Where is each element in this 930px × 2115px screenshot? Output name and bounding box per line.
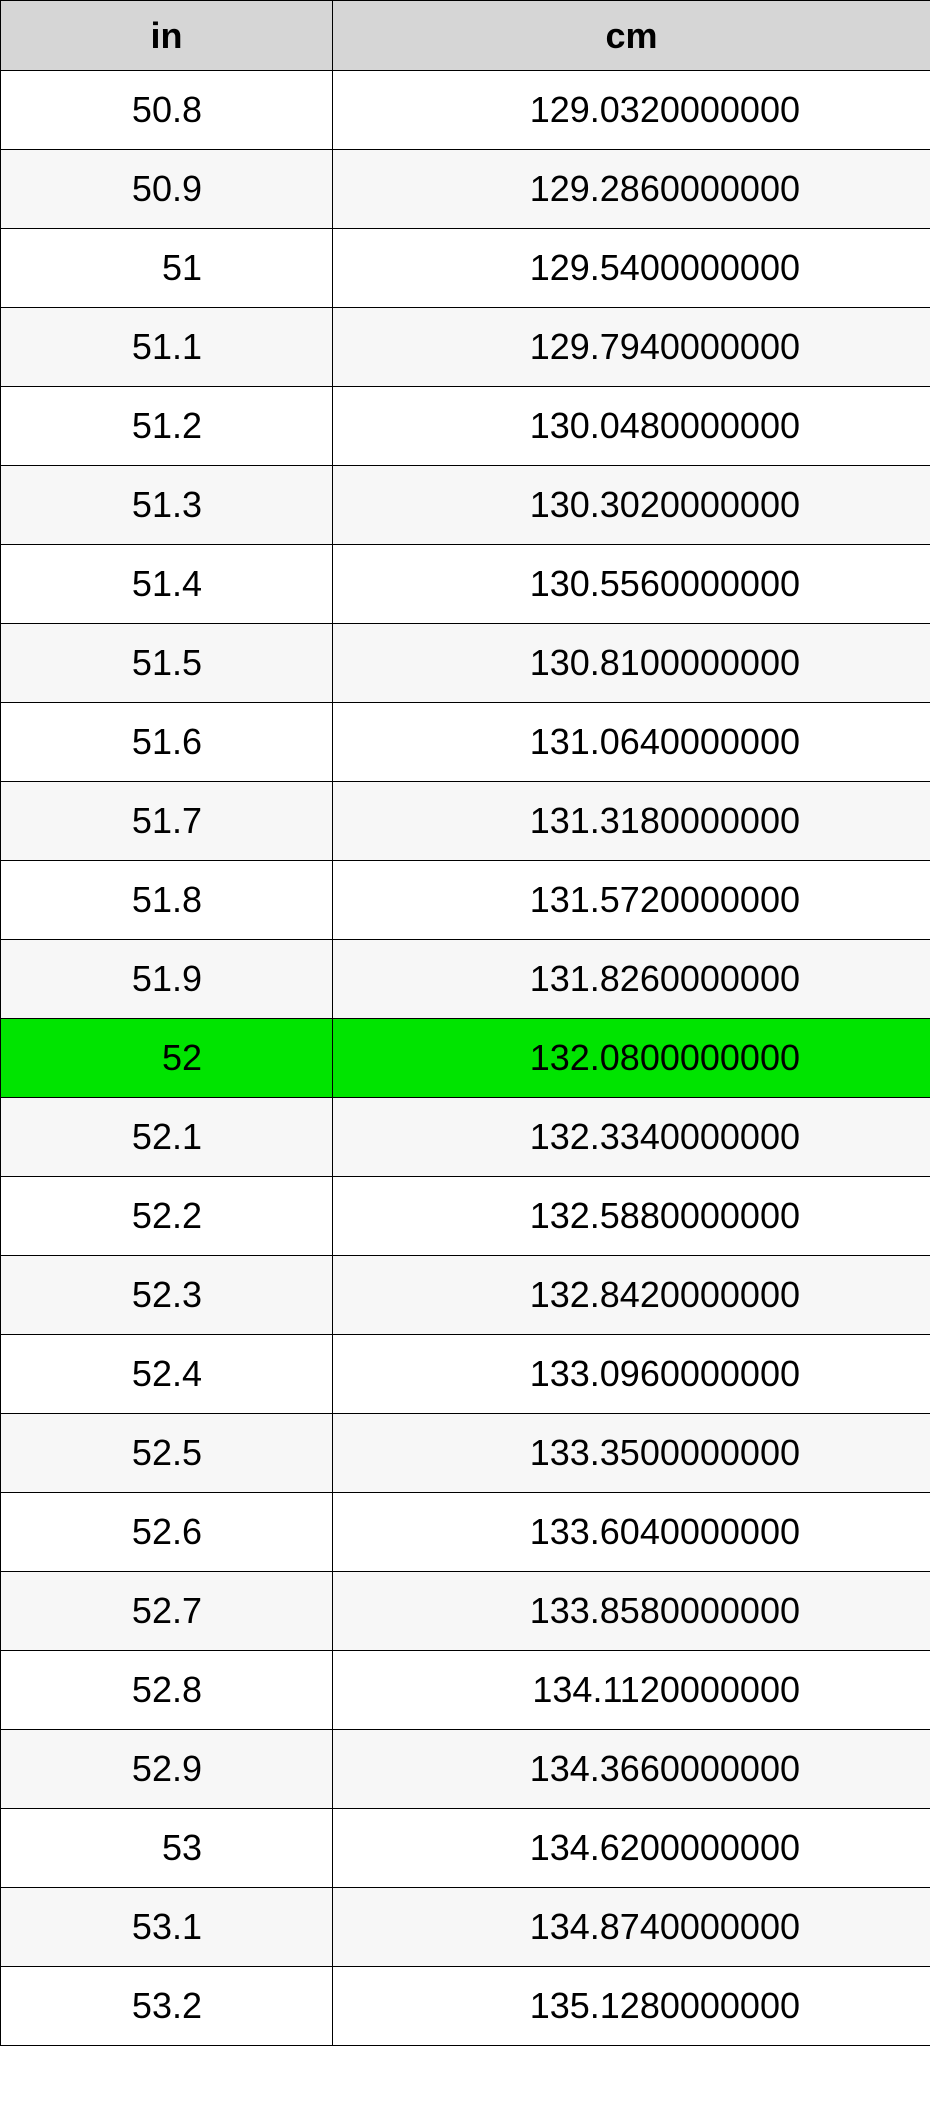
table-row: 53.2135.1280000000 [1,1967,930,2046]
cell-cm: 131.8260000000 [333,940,930,1019]
cell-in: 53 [1,1809,333,1888]
column-header-in: in [1,1,333,71]
cell-in: 50.9 [1,150,333,229]
cell-cm: 130.0480000000 [333,387,930,466]
cell-in: 50.8 [1,71,333,150]
cell-cm: 133.0960000000 [333,1335,930,1414]
table-row: 52.9134.3660000000 [1,1730,930,1809]
cell-in: 52.1 [1,1098,333,1177]
cell-cm: 130.3020000000 [333,466,930,545]
table-row: 52.3132.8420000000 [1,1256,930,1335]
cell-in: 51.3 [1,466,333,545]
cell-in: 51.7 [1,782,333,861]
table-row: 52.7133.8580000000 [1,1572,930,1651]
cell-in: 52.8 [1,1651,333,1730]
cell-cm: 131.0640000000 [333,703,930,782]
cell-cm: 132.3340000000 [333,1098,930,1177]
cell-in: 53.1 [1,1888,333,1967]
cell-in: 51.8 [1,861,333,940]
cell-cm: 132.8420000000 [333,1256,930,1335]
cell-cm: 132.0800000000 [333,1019,930,1098]
table-row: 52.5133.3500000000 [1,1414,930,1493]
cell-cm: 129.5400000000 [333,229,930,308]
cell-cm: 129.0320000000 [333,71,930,150]
table-row: 50.8129.0320000000 [1,71,930,150]
cell-cm: 133.8580000000 [333,1572,930,1651]
table-row: 51.3130.3020000000 [1,466,930,545]
table-row: 52.8134.1120000000 [1,1651,930,1730]
cell-cm: 131.3180000000 [333,782,930,861]
cell-cm: 134.1120000000 [333,1651,930,1730]
conversion-table: in cm 50.8129.032000000050.9129.28600000… [0,0,930,2046]
cell-in: 51.9 [1,940,333,1019]
cell-cm: 133.3500000000 [333,1414,930,1493]
table-row: 52.4133.0960000000 [1,1335,930,1414]
table-row: 51.9131.8260000000 [1,940,930,1019]
cell-cm: 134.3660000000 [333,1730,930,1809]
table-row: 52.1132.3340000000 [1,1098,930,1177]
table-row: 51.8131.5720000000 [1,861,930,940]
cell-in: 52.9 [1,1730,333,1809]
cell-in: 52.6 [1,1493,333,1572]
cell-in: 53.2 [1,1967,333,2046]
table-row: 53.1134.8740000000 [1,1888,930,1967]
cell-in: 52.4 [1,1335,333,1414]
cell-cm: 134.8740000000 [333,1888,930,1967]
cell-in: 52.7 [1,1572,333,1651]
cell-cm: 129.2860000000 [333,150,930,229]
table-row: 52.2132.5880000000 [1,1177,930,1256]
cell-cm: 130.5560000000 [333,545,930,624]
table-row: 52.6133.6040000000 [1,1493,930,1572]
table-row: 51.4130.5560000000 [1,545,930,624]
table-row: 51.1129.7940000000 [1,308,930,387]
cell-cm: 129.7940000000 [333,308,930,387]
cell-in: 52 [1,1019,333,1098]
column-header-cm: cm [333,1,930,71]
cell-in: 52.5 [1,1414,333,1493]
cell-in: 51.2 [1,387,333,466]
cell-cm: 132.5880000000 [333,1177,930,1256]
cell-cm: 131.5720000000 [333,861,930,940]
cell-in: 51.4 [1,545,333,624]
table-row: 50.9129.2860000000 [1,150,930,229]
cell-cm: 134.6200000000 [333,1809,930,1888]
cell-cm: 133.6040000000 [333,1493,930,1572]
cell-cm: 135.1280000000 [333,1967,930,2046]
table-row: 51.6131.0640000000 [1,703,930,782]
table-row: 51.2130.0480000000 [1,387,930,466]
cell-in: 52.2 [1,1177,333,1256]
table-row: 53134.6200000000 [1,1809,930,1888]
cell-in: 51.5 [1,624,333,703]
table-row: 52132.0800000000 [1,1019,930,1098]
cell-in: 51 [1,229,333,308]
table-row: 51129.5400000000 [1,229,930,308]
table-row: 51.7131.3180000000 [1,782,930,861]
cell-in: 51.1 [1,308,333,387]
table-header-row: in cm [1,1,930,71]
cell-cm: 130.8100000000 [333,624,930,703]
cell-in: 51.6 [1,703,333,782]
cell-in: 52.3 [1,1256,333,1335]
table-row: 51.5130.8100000000 [1,624,930,703]
